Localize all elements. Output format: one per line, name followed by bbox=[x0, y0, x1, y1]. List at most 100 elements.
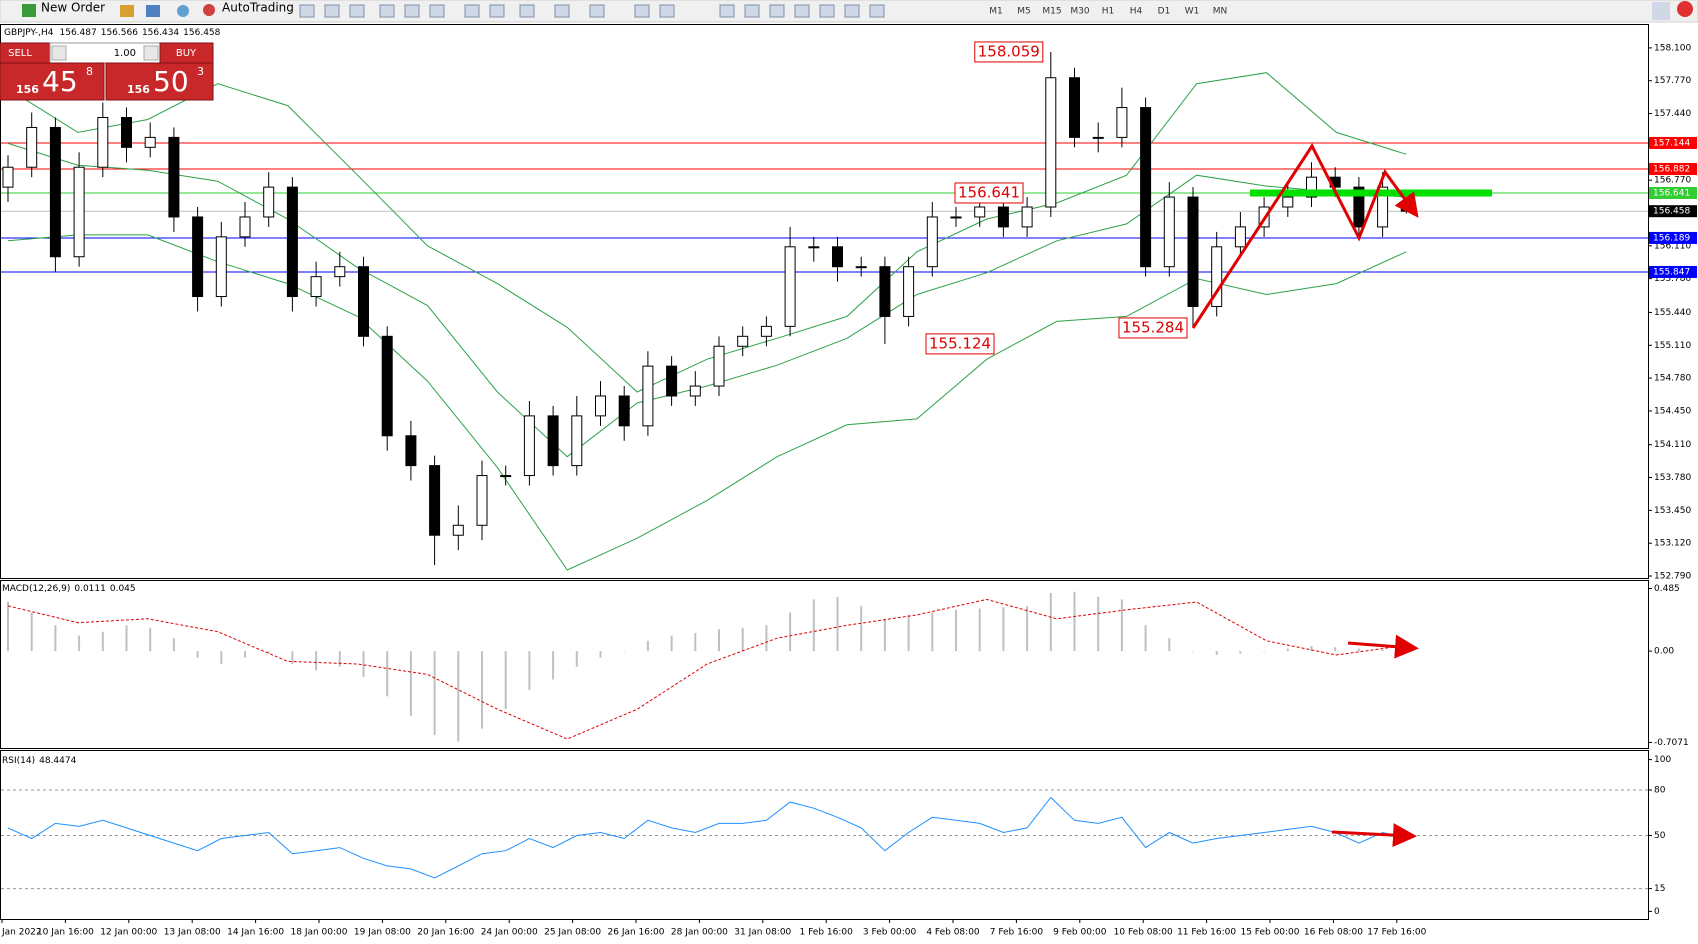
tool-icon[interactable] bbox=[429, 4, 445, 18]
annotation-box bbox=[1118, 317, 1188, 339]
candle-body bbox=[832, 246, 843, 268]
level-label: 156.641 bbox=[1653, 188, 1690, 198]
candle-body bbox=[666, 365, 678, 397]
tool-icon[interactable] bbox=[719, 4, 735, 18]
macd-bar bbox=[1097, 596, 1100, 652]
candle-body bbox=[452, 524, 464, 536]
candle-body bbox=[784, 246, 796, 327]
timeframe-button[interactable]: M1 bbox=[989, 7, 1003, 17]
ask-point[interactable]: 3 bbox=[197, 65, 204, 78]
macd-bar bbox=[599, 651, 602, 658]
bid-box[interactable] bbox=[0, 62, 105, 101]
candle-body bbox=[997, 206, 1009, 228]
x-tick-label: 16 Feb 08:00 bbox=[1304, 928, 1363, 938]
autotrading-icon[interactable] bbox=[203, 4, 215, 16]
lots-down[interactable] bbox=[51, 45, 67, 61]
tool-icon[interactable] bbox=[349, 4, 365, 18]
timeframe-button[interactable]: W1 bbox=[1185, 7, 1200, 17]
icon[interactable] bbox=[120, 5, 134, 17]
tool-icon[interactable] bbox=[379, 4, 395, 18]
macd-bar bbox=[481, 651, 483, 729]
bid-pips[interactable]: 45 bbox=[42, 65, 78, 98]
macd-bar bbox=[1192, 651, 1194, 652]
notification-icon[interactable] bbox=[1677, 1, 1693, 17]
bid-big[interactable]: 156 bbox=[16, 83, 39, 96]
macd-bar bbox=[1168, 638, 1171, 652]
new-order-icon[interactable] bbox=[22, 4, 36, 17]
lots-value[interactable]: 1.00 bbox=[114, 48, 136, 59]
tool-icon[interactable] bbox=[489, 4, 505, 18]
autotrading-button[interactable]: AutoTrading bbox=[222, 1, 294, 15]
macd-bar bbox=[338, 651, 341, 667]
ask-box[interactable] bbox=[105, 62, 214, 101]
tool-icons: M1 M5 M15 M30 H1 H4 D1 W1 MN bbox=[299, 4, 1228, 18]
tool-icon[interactable] bbox=[769, 4, 785, 18]
timeframe-button[interactable]: M15 bbox=[1042, 7, 1061, 17]
tool-icon[interactable] bbox=[299, 4, 315, 18]
y-tick-label: 154.780 bbox=[1654, 374, 1691, 384]
tool-icon[interactable] bbox=[869, 4, 885, 18]
candle-body bbox=[855, 266, 867, 269]
lots-up[interactable] bbox=[143, 45, 159, 61]
chart-header: GBPJPY-,H4 156.487 156.566 156.434 156.458 bbox=[4, 28, 221, 38]
candle-body bbox=[405, 435, 417, 467]
x-tick-label: 26 Jan 16:00 bbox=[608, 928, 665, 938]
candle-body bbox=[286, 186, 298, 298]
tool-icon[interactable] bbox=[519, 4, 535, 18]
macd-bar bbox=[907, 614, 910, 652]
macd-bar bbox=[125, 625, 128, 652]
bid-label: 156.458 bbox=[1653, 207, 1690, 217]
y-tick-label: 153.120 bbox=[1654, 539, 1691, 549]
macd-bar bbox=[741, 627, 744, 652]
candle-body bbox=[263, 186, 275, 218]
timeframe-button[interactable]: M30 bbox=[1070, 7, 1089, 17]
y-tick-label: 0.00 bbox=[1654, 647, 1674, 657]
candle-body bbox=[1045, 77, 1057, 208]
y-tick-label: 155.780 bbox=[1654, 274, 1691, 284]
tool-icon[interactable] bbox=[589, 4, 605, 18]
tool-icon[interactable] bbox=[819, 4, 835, 18]
ask-pips[interactable]: 50 bbox=[153, 65, 189, 98]
candle-body bbox=[1163, 196, 1175, 268]
search-icon[interactable] bbox=[1652, 2, 1670, 20]
annotation-box bbox=[925, 333, 995, 355]
macd-bar bbox=[694, 633, 697, 652]
sell-label[interactable]: SELL bbox=[8, 48, 32, 59]
timeframe-button[interactable]: M5 bbox=[1017, 7, 1031, 17]
candle-body bbox=[950, 216, 962, 219]
candle-body bbox=[500, 475, 512, 478]
candle-body bbox=[1092, 136, 1104, 139]
macd-bar bbox=[101, 631, 104, 652]
macd-panel bbox=[0, 580, 1649, 749]
icon[interactable] bbox=[146, 5, 160, 17]
level-tag bbox=[1649, 265, 1697, 278]
buy-label[interactable]: BUY bbox=[176, 48, 197, 59]
timeframe-button[interactable]: MN bbox=[1213, 7, 1228, 17]
tool-icon[interactable] bbox=[794, 4, 810, 18]
new-order-button[interactable]: New Order bbox=[41, 1, 105, 15]
tool-icon[interactable] bbox=[744, 4, 760, 18]
timeframe-button[interactable]: H1 bbox=[1102, 7, 1115, 17]
ask-big[interactable]: 156 bbox=[127, 83, 150, 96]
macd-bar bbox=[646, 640, 649, 652]
icon[interactable] bbox=[177, 5, 189, 17]
tool-icon[interactable] bbox=[324, 4, 340, 18]
x-tick-label: 12 Jan 00:00 bbox=[100, 928, 157, 938]
bid-tag bbox=[1649, 205, 1697, 218]
tool-icon[interactable] bbox=[404, 4, 420, 18]
tool-icon[interactable] bbox=[634, 4, 650, 18]
timeframe-button[interactable]: H4 bbox=[1130, 7, 1143, 17]
timeframe-button[interactable]: D1 bbox=[1158, 7, 1171, 17]
x-tick-label: 13 Jan 08:00 bbox=[164, 928, 221, 938]
tool-icon[interactable] bbox=[659, 4, 675, 18]
tool-icon[interactable] bbox=[844, 4, 860, 18]
x-tick-label: 17 Feb 16:00 bbox=[1367, 928, 1426, 938]
macd-bar bbox=[504, 651, 507, 710]
y-tick-label: 156.770 bbox=[1654, 176, 1691, 186]
tool-icon[interactable] bbox=[464, 4, 480, 18]
candle-body bbox=[547, 415, 559, 467]
tool-icon[interactable] bbox=[554, 4, 570, 18]
bid-point[interactable]: 8 bbox=[86, 65, 93, 78]
price-annotation: 155.284 bbox=[1122, 318, 1184, 336]
x-tick-label: 10 Jan 16:00 bbox=[37, 928, 94, 938]
